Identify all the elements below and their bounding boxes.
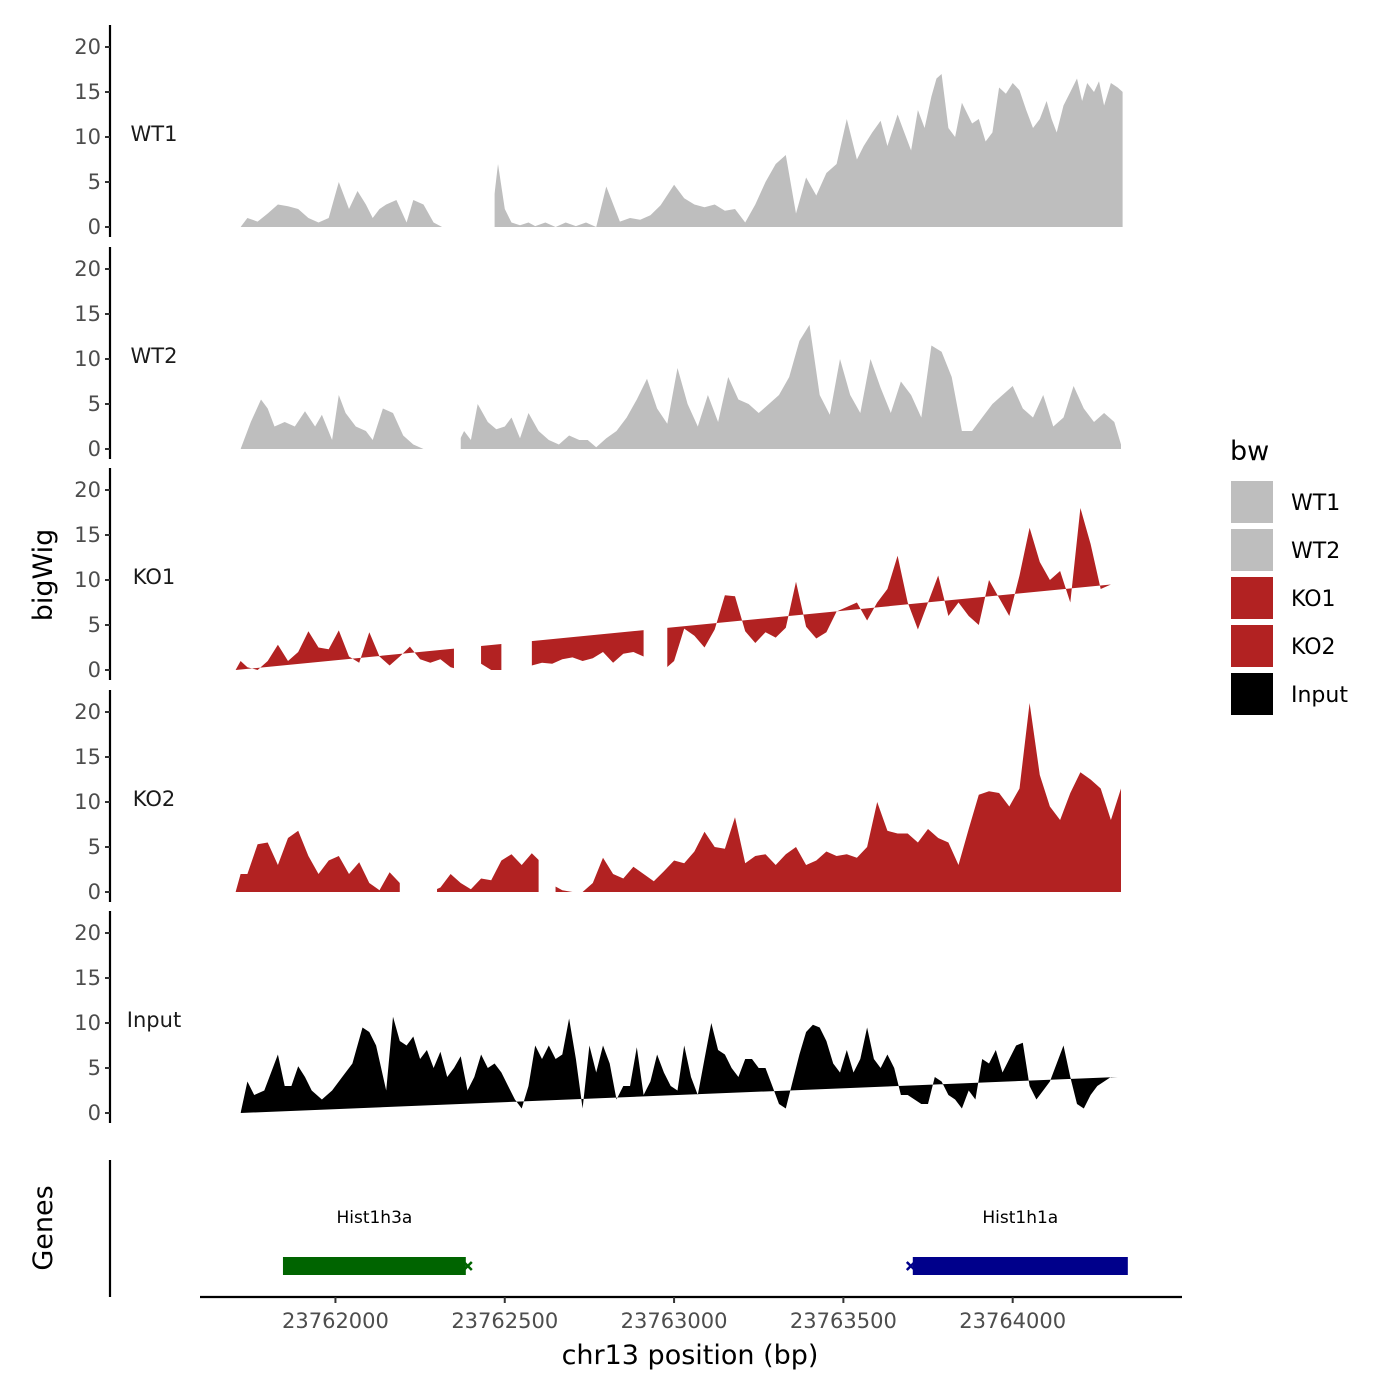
area-wt1: [240, 74, 1123, 227]
legend-swatch: [1229, 623, 1275, 669]
y-tick-label: 15: [74, 966, 101, 990]
y-tick-label: 15: [74, 745, 101, 769]
x-axis: 23762000 23762500 23763000 23763500 23764000: [200, 1295, 1182, 1333]
legend-label: KO1: [1291, 587, 1336, 612]
y-tick-label: 5: [88, 392, 101, 416]
track-label-ko2: KO2: [133, 787, 176, 811]
x-tick-label: 23763000: [621, 1309, 728, 1333]
track-ko2: 0 5 10 15 20 KO2: [74, 690, 1122, 904]
y-tick-label: 5: [88, 1056, 101, 1080]
legend-title: bw: [1230, 436, 1269, 467]
legend-item-wt1: WT1: [1229, 479, 1340, 525]
x-axis-title: chr13 position (bp): [562, 1340, 819, 1371]
gene-hist1h1a: Hist1h1a: [905, 1208, 1128, 1275]
gene-body: [282, 1257, 466, 1275]
legend-swatch: [1229, 479, 1275, 525]
x-tick-label: 23762000: [282, 1309, 389, 1333]
legend-item-input: Input: [1229, 671, 1348, 717]
gene-body: [912, 1257, 1128, 1275]
track-label-input: Input: [127, 1008, 181, 1032]
legend-item-ko1: KO1: [1229, 575, 1336, 621]
area-wt2: [240, 324, 1121, 449]
legend-label: WT2: [1291, 539, 1340, 564]
legend: bw WT1 WT2 KO1 KO2 Input: [1229, 436, 1348, 717]
legend-label: Input: [1291, 683, 1348, 708]
track-ko1: 0 5 10 15 20 KO1: [74, 468, 1111, 682]
tracks-layer: 0 5 10 15 20 WT1 0 5 10 15 20 WT2 0 5 10 15 20 KO1 0 5 10 15 2…: [74, 25, 1123, 1125]
y-tick-label: 10: [74, 568, 101, 592]
y-tick-label: 15: [74, 302, 101, 326]
x-tick-label: 23762500: [451, 1309, 558, 1333]
y-tick-label: 20: [74, 921, 101, 945]
legend-label: KO2: [1291, 635, 1336, 660]
legend-swatch: [1229, 575, 1275, 621]
genes-axis-title: Genes: [28, 1185, 59, 1270]
area-input: [240, 1016, 1118, 1113]
track-input: 0 5 10 15 20 Input: [74, 911, 1118, 1125]
gene-hist1h3a: Hist1h3a: [282, 1208, 473, 1275]
y-tick-label: 5: [88, 835, 101, 859]
legend-item-ko2: KO2: [1229, 623, 1336, 669]
track-label-wt1: WT1: [131, 122, 178, 146]
y-tick-label: 20: [74, 257, 101, 281]
y-tick-label: 10: [74, 1011, 101, 1035]
area-ko2: [235, 703, 1122, 892]
y-axis-title: bigWig: [28, 529, 59, 622]
y-tick-label: 0: [88, 658, 101, 682]
track-label-ko1: KO1: [133, 565, 176, 589]
y-tick-label: 10: [74, 790, 101, 814]
y-tick-label: 5: [88, 170, 101, 194]
area-ko1: [235, 508, 1111, 670]
gene-label: Hist1h3a: [336, 1208, 412, 1228]
x-tick-label: 23764000: [959, 1309, 1066, 1333]
gene-label: Hist1h1a: [982, 1208, 1058, 1228]
genes-layer: Hist1h3a Hist1h1a: [108, 1160, 1128, 1297]
y-tick-label: 20: [74, 700, 101, 724]
legend-label: WT1: [1291, 491, 1340, 516]
y-tick-label: 0: [88, 215, 101, 239]
legend-swatch: [1229, 527, 1275, 573]
track-label-wt2: WT2: [131, 344, 178, 368]
track-wt2: 0 5 10 15 20 WT2: [74, 247, 1121, 461]
gene-end-marker: [905, 1261, 916, 1271]
y-tick-label: 0: [88, 1101, 101, 1125]
legend-item-wt2: WT2: [1229, 527, 1340, 573]
y-tick-label: 0: [88, 437, 101, 461]
y-tick-label: 20: [74, 478, 101, 502]
y-tick-label: 10: [74, 125, 101, 149]
y-tick-label: 15: [74, 523, 101, 547]
legend-swatch: [1229, 671, 1275, 717]
y-tick-label: 0: [88, 880, 101, 904]
x-tick-label: 23763500: [790, 1309, 897, 1333]
y-tick-label: 20: [74, 35, 101, 59]
y-tick-label: 5: [88, 613, 101, 637]
track-wt1: 0 5 10 15 20 WT1: [74, 25, 1123, 239]
y-tick-label: 10: [74, 347, 101, 371]
gene-end-marker: [462, 1261, 473, 1271]
y-tick-label: 15: [74, 80, 101, 104]
